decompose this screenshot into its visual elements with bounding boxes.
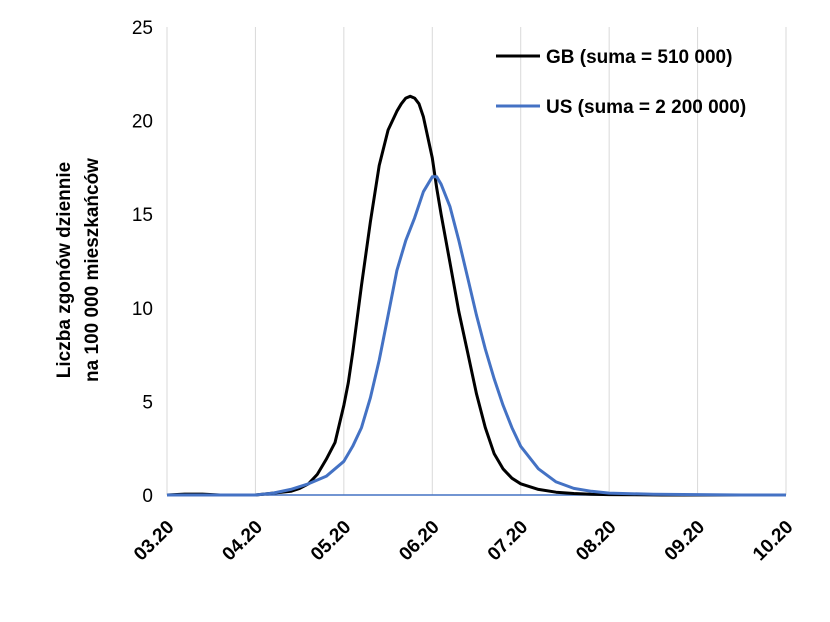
- legend-label-gb: GB (suma = 510 000): [546, 47, 732, 68]
- x-tick-label: 05.20: [307, 517, 355, 565]
- legend: GB (suma = 510 000) US (suma = 2 200 000…: [496, 47, 746, 118]
- x-tick-label: 10.20: [749, 517, 797, 565]
- x-tick-label: 03.20: [130, 517, 178, 565]
- y-tick-label: 15: [132, 205, 153, 226]
- y-axis-label: Liczba zgonów dziennie na 100 000 mieszk…: [54, 158, 103, 382]
- y-tick-label: 25: [132, 18, 153, 39]
- y-axis-label-line-2: na 100 000 mieszkańców: [82, 158, 103, 382]
- series-line-gb: [166, 94, 786, 497]
- y-axis-ticks: 0 5 10 15 20 25: [132, 18, 153, 507]
- x-tick-label: 09.20: [661, 517, 709, 565]
- y-axis-label-line-1: Liczba zgonów dziennie: [54, 162, 75, 378]
- series-line-us: [167, 175, 786, 497]
- x-tick-label: 07.20: [484, 517, 532, 565]
- x-tick-label: 06.20: [395, 517, 443, 565]
- y-tick-label: 0: [142, 486, 153, 507]
- x-tick-label: 04.20: [218, 517, 266, 565]
- y-tick-label: 20: [132, 112, 153, 133]
- x-axis-ticks: 03.20 04.20 05.20 06.20 07.20 08.20 09.20 10.20: [130, 517, 797, 565]
- series-lines: [166, 94, 786, 497]
- y-tick-label: 5: [142, 392, 153, 413]
- y-tick-label: 10: [132, 299, 153, 320]
- legend-label-us: US (suma = 2 200 000): [546, 97, 746, 118]
- x-tick-label: 08.20: [572, 517, 620, 565]
